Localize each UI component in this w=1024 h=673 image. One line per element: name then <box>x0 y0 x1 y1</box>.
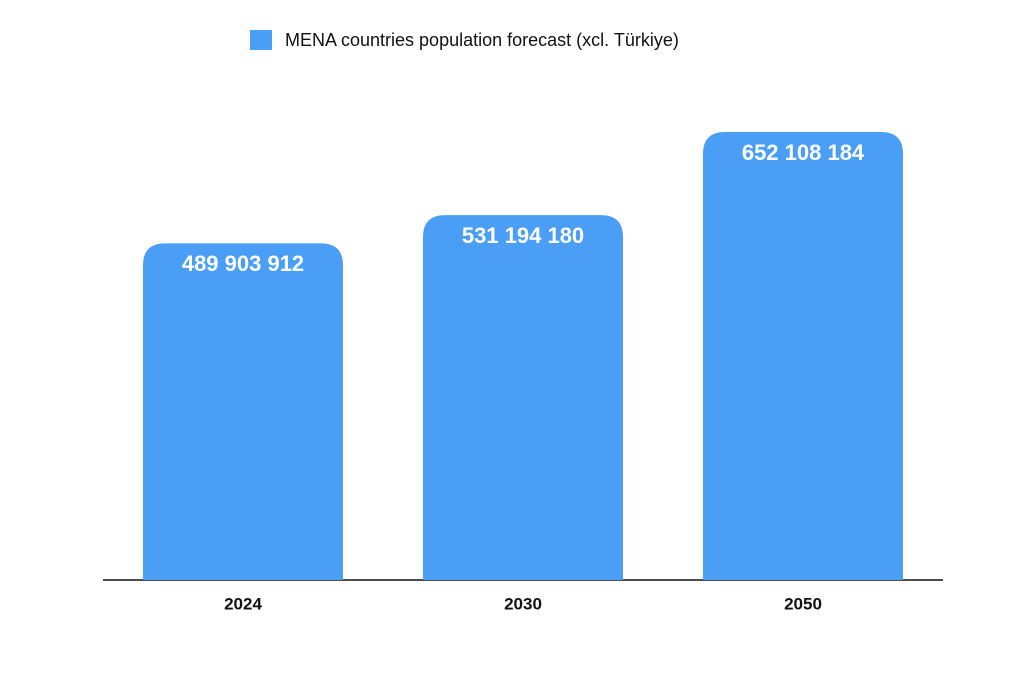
value-label: 652 108 184 <box>742 140 865 165</box>
bar <box>703 132 903 580</box>
value-label: 489 903 912 <box>182 251 304 276</box>
x-tick-label: 2030 <box>504 594 542 613</box>
value-label: 531 194 180 <box>462 223 584 248</box>
legend-swatch <box>250 30 272 50</box>
x-tick-label: 2024 <box>224 594 262 613</box>
bar <box>423 215 623 580</box>
x-tick-label: 2050 <box>784 594 822 613</box>
bar <box>143 243 343 580</box>
legend-label: MENA countries population forecast (xcl.… <box>285 30 679 50</box>
